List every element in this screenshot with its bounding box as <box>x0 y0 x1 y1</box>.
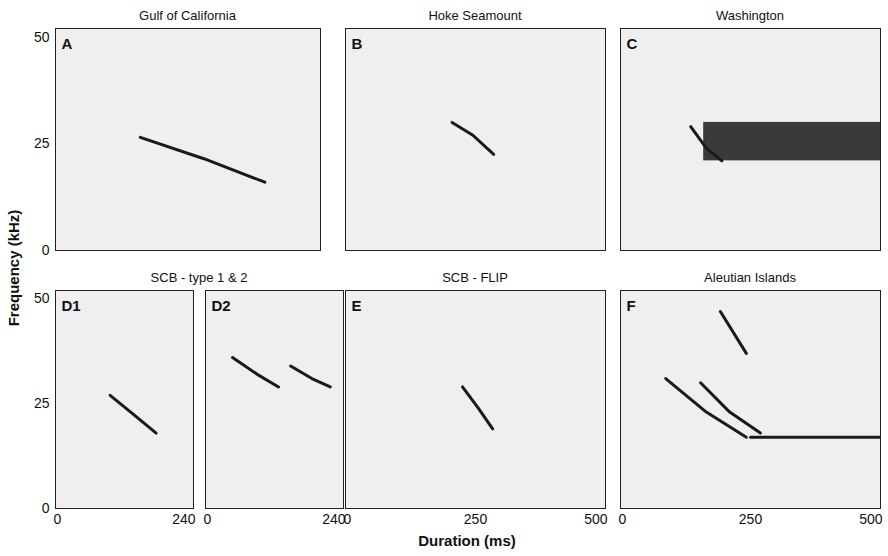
html-text:Frequency (kHz): Frequency (kHz) <box>5 209 22 327</box>
svg-text:500: 500 <box>859 511 883 527</box>
svg-text:50: 50 <box>34 29 50 45</box>
html-text:SCB - type 1 & 2: SCB - type 1 & 2 <box>150 270 248 285</box>
html-text:Duration (ms): Duration (ms) <box>418 532 516 549</box>
svg-text:0: 0 <box>54 511 62 527</box>
svg-text:A: A <box>62 35 73 52</box>
svg-text:F: F <box>627 297 636 314</box>
svg-text:240: 240 <box>322 511 346 527</box>
svg-text:0: 0 <box>619 511 627 527</box>
svg-text:25: 25 <box>34 135 50 151</box>
svg-text:250: 250 <box>464 511 488 527</box>
svg-text:240: 240 <box>172 511 196 527</box>
html-text:Hoke Seamount: Hoke Seamount <box>428 8 522 23</box>
html-text:Aleutian Islands: Aleutian Islands <box>704 270 796 285</box>
svg-text:0: 0 <box>204 511 212 527</box>
svg-text:250: 250 <box>739 511 763 527</box>
html-text:Gulf of California: Gulf of California <box>139 8 236 23</box>
svg-text:E: E <box>352 297 362 314</box>
html-text:SCB - FLIP: SCB - FLIP <box>442 270 508 285</box>
svg-text:25: 25 <box>34 395 50 411</box>
svg-text:D1: D1 <box>62 297 81 314</box>
svg-text:D2: D2 <box>212 297 231 314</box>
svg-text:0: 0 <box>344 511 352 527</box>
svg-text:0: 0 <box>42 242 50 258</box>
svg-text:0: 0 <box>42 500 50 516</box>
svg-text:B: B <box>352 35 363 52</box>
svg-text:500: 500 <box>584 511 608 527</box>
svg-text:C: C <box>627 35 638 52</box>
html-text:Washington: Washington <box>715 8 785 23</box>
svg-text:50: 50 <box>34 290 50 306</box>
